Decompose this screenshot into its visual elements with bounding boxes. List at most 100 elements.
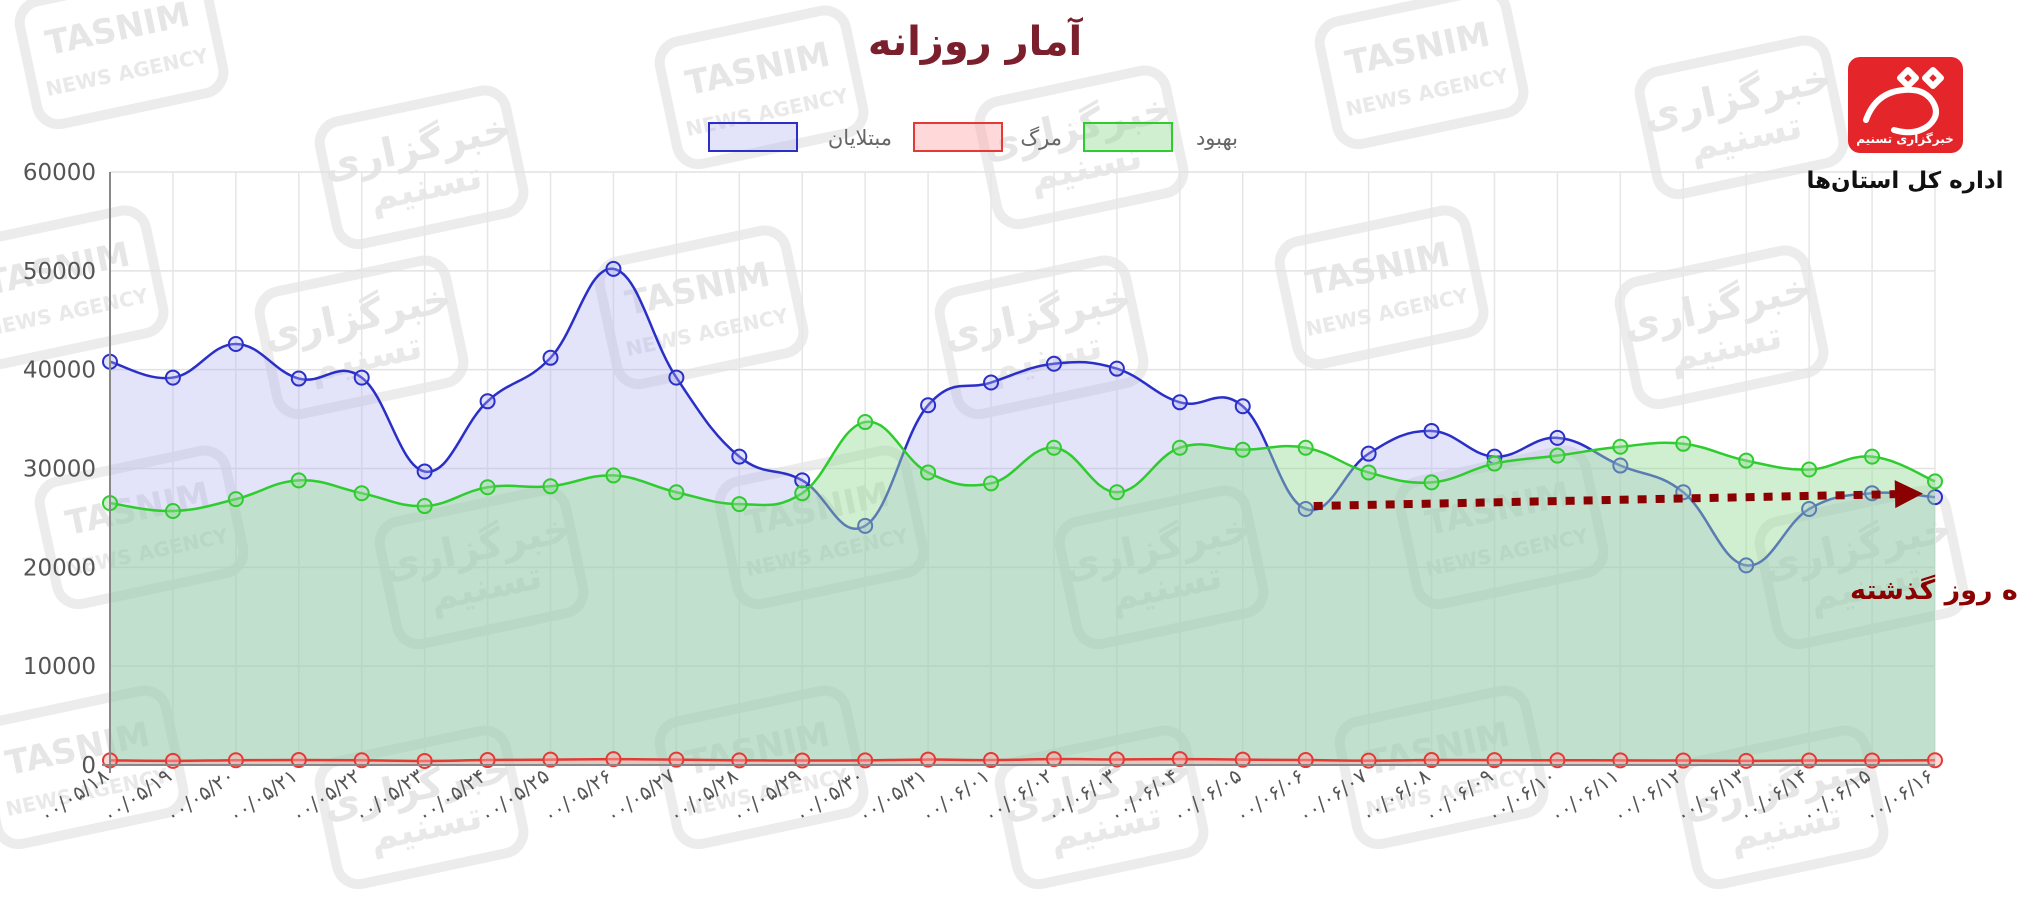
data-point — [542, 478, 559, 495]
data-point — [1297, 501, 1314, 518]
x-tick-label: ۰۰/۰۶/۱۲ — [1609, 763, 1687, 827]
watermark-badge — [1334, 685, 1549, 850]
trend-annotation: صعود زیرپوستی نرخ ابتلا در ده روز گذشته — [1313, 480, 2018, 606]
legend-swatch — [913, 122, 1003, 152]
data-point — [227, 491, 244, 508]
y-tick-label: 20000 — [23, 555, 96, 581]
data-point — [605, 467, 622, 484]
data-point — [1297, 439, 1314, 456]
watermark-badge — [374, 485, 589, 650]
watermark-badge — [14, 0, 229, 130]
data-point — [1234, 751, 1251, 768]
data-point — [1423, 752, 1440, 769]
legend-label: بهبود — [1196, 126, 1238, 150]
data-point — [1486, 752, 1503, 769]
watermark-badge — [314, 725, 529, 890]
data-point — [227, 335, 244, 352]
legend-swatch — [708, 122, 798, 152]
data-point — [1927, 489, 1943, 506]
data-point — [164, 502, 181, 519]
chart-legend: مبتلایان مرگ بهبود — [708, 122, 1238, 152]
data-point — [1486, 455, 1503, 472]
data-point — [983, 374, 1000, 391]
y-tick-label: 60000 — [23, 160, 96, 186]
legend-label: مبتلایان — [828, 126, 892, 150]
chart-axes — [102, 172, 1935, 773]
series-0 — [102, 260, 1943, 765]
data-point — [920, 397, 937, 414]
data-point — [1927, 752, 1943, 769]
x-tick-label: ۰۰/۰۶/۱۱ — [1546, 763, 1624, 827]
data-point — [1864, 752, 1881, 769]
series-2 — [102, 414, 1943, 765]
data-point — [857, 517, 874, 534]
annotation-text: صعود زیرپوستی نرخ ابتلا در ده روز گذشته — [1850, 574, 2018, 606]
data-point — [1549, 752, 1566, 769]
data-point — [1108, 484, 1125, 501]
data-point — [668, 484, 685, 501]
y-tick-label: 0 — [81, 753, 96, 779]
data-point — [668, 751, 685, 768]
data-point — [668, 369, 685, 386]
data-point — [794, 752, 811, 769]
y-axis-ticks: 0 10000 20000 30000 40000 50000 60000 — [23, 160, 96, 779]
data-point — [1171, 439, 1188, 456]
data-point — [1675, 435, 1692, 452]
watermark-badge — [314, 85, 529, 250]
series-layer — [102, 260, 1943, 769]
watermark-badge — [994, 725, 1209, 890]
data-point — [857, 414, 874, 431]
data-point — [1108, 751, 1125, 768]
x-tick-label: ۰۰/۰۵/۲۰ — [161, 763, 239, 827]
x-tick-label: ۰۰/۰۵/۲۱ — [224, 763, 302, 827]
data-point — [1045, 439, 1062, 456]
data-point — [290, 370, 307, 387]
legend-item: بهبود — [1083, 122, 1238, 152]
legend-item: مرگ — [913, 122, 1062, 152]
data-point — [1045, 355, 1062, 372]
data-point — [353, 752, 370, 769]
logo-text: خبرگزاری تسنیم — [1856, 132, 1954, 146]
series-line — [109, 420, 1936, 513]
series-area — [110, 268, 1935, 765]
watermark-badge — [654, 5, 869, 170]
data-point — [920, 751, 937, 768]
series-area — [110, 421, 1935, 765]
data-point — [983, 752, 1000, 769]
data-point — [1423, 422, 1440, 439]
data-point — [479, 752, 496, 769]
chart-title: آمار روزانه — [868, 16, 1084, 65]
data-point — [794, 472, 811, 489]
data-point — [731, 496, 748, 513]
y-tick-label: 30000 — [23, 457, 96, 483]
legend-swatch — [1083, 122, 1173, 152]
data-point — [1927, 473, 1943, 490]
data-point — [1360, 445, 1377, 462]
data-point — [605, 751, 622, 768]
watermark-badge — [1054, 485, 1269, 650]
watermark-badge — [1754, 485, 1969, 650]
y-tick-label: 50000 — [23, 259, 96, 285]
data-point — [605, 260, 622, 277]
data-point — [1549, 447, 1566, 464]
data-point — [416, 498, 433, 515]
legend-label: مرگ — [1020, 126, 1062, 150]
data-point — [290, 752, 307, 769]
data-point — [1234, 398, 1251, 415]
data-point — [227, 752, 244, 769]
x-tick-label: ۰۰/۰۶/۰۶ — [1231, 763, 1309, 827]
y-tick-label: 40000 — [23, 358, 96, 384]
data-point — [1864, 448, 1881, 465]
data-point — [920, 464, 937, 481]
data-point — [479, 479, 496, 496]
data-point — [1549, 429, 1566, 446]
data-point — [353, 485, 370, 502]
watermark-badge — [0, 205, 169, 370]
watermark-badge — [1674, 725, 1889, 890]
